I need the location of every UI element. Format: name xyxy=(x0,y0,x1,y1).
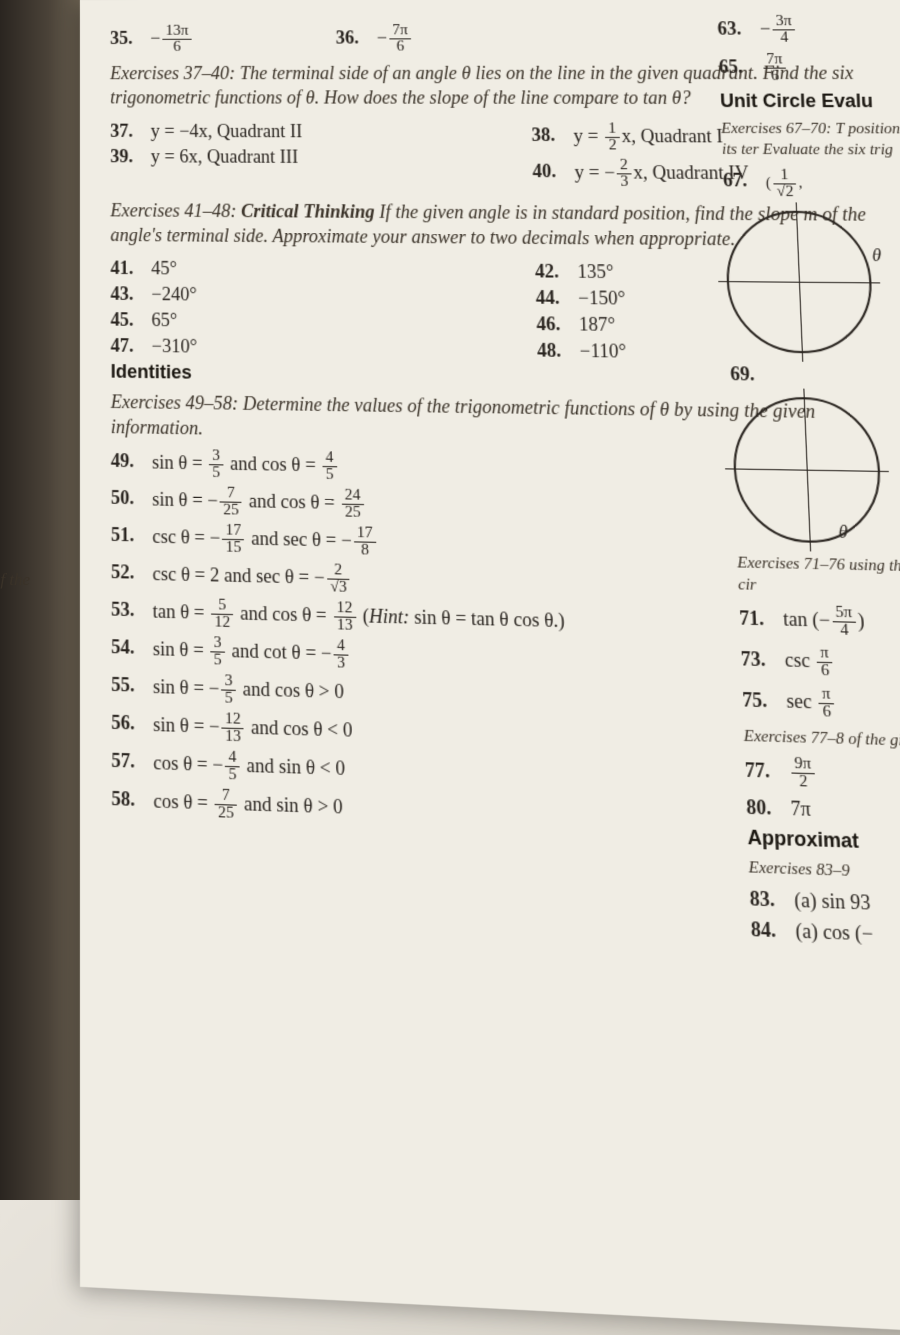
p39-num: 39. xyxy=(110,146,142,167)
p56-num: 56. xyxy=(111,712,145,736)
p54: sin θ = 35 and cot θ = −43 xyxy=(153,633,351,671)
p58-num: 58. xyxy=(111,788,145,812)
p47: −310° xyxy=(151,336,197,358)
p63-num: 63. xyxy=(717,18,752,40)
p71: tan (−5π4) xyxy=(783,604,866,640)
p41: 45° xyxy=(151,258,177,280)
ex67-intro: Exercises 67–70: T position with its ter… xyxy=(721,118,900,161)
p53-num: 53. xyxy=(111,599,144,622)
p43: −240° xyxy=(151,284,197,306)
p75-num: 75. xyxy=(742,688,778,712)
unit-circle-title: Unit Circle Evalu xyxy=(720,90,900,112)
p71-num: 71. xyxy=(739,607,775,631)
p57: cos θ = −45 and sin θ < 0 xyxy=(153,747,345,787)
problem-35: −13π6 xyxy=(150,24,193,55)
p52-num: 52. xyxy=(111,561,144,584)
p73-num: 73. xyxy=(740,647,776,671)
p73: csc π6 xyxy=(784,644,835,680)
p67-coord: (1√2, xyxy=(765,167,803,200)
p84-num: 84. xyxy=(750,917,787,942)
textbook-page: 35. −13π6 36. −7π6 Exercises 37–40: The … xyxy=(80,0,900,1335)
p77-num: 77. xyxy=(745,759,781,784)
p75: sec π6 xyxy=(786,685,837,721)
p57-num: 57. xyxy=(111,750,145,774)
p40-num: 40. xyxy=(532,161,566,183)
p43-num: 43. xyxy=(110,283,143,305)
ex83-intro: Exercises 83–9 xyxy=(748,857,900,887)
p67-num: 67. xyxy=(723,170,758,192)
p44-num: 44. xyxy=(536,287,570,309)
p42-num: 42. xyxy=(535,261,569,283)
p45: 65° xyxy=(151,310,177,332)
p63: −3π4 xyxy=(759,14,798,46)
p46-num: 46. xyxy=(536,313,571,336)
p84: (a) cos (− xyxy=(795,919,874,946)
p49-num: 49. xyxy=(111,450,144,473)
p37: y = −4x, Quadrant II xyxy=(151,120,303,142)
p51-num: 51. xyxy=(111,524,144,547)
p65: 7π6 xyxy=(761,52,789,84)
ex71-intro: Exercises 71–76 using the unit cir xyxy=(737,552,900,601)
p46: 187° xyxy=(579,314,616,337)
p42: 135° xyxy=(577,261,614,283)
unit-circle-67: θ xyxy=(724,210,874,354)
p80-num: 80. xyxy=(746,796,782,821)
p56: sin θ = −1213 and cos θ < 0 xyxy=(153,709,353,748)
p54-num: 54. xyxy=(111,636,144,659)
p38: y = 12x, Quadrant I xyxy=(573,121,723,154)
cutoff-side-text: unctions of the xyxy=(0,570,80,590)
p45-num: 45. xyxy=(111,309,144,331)
p51: csc θ = −1715 and sec θ = −178 xyxy=(152,521,378,559)
p80: 7π xyxy=(790,797,811,821)
p83: (a) sin 93 xyxy=(794,888,871,915)
ex77-intro: Exercises 77–8 of the given nu xyxy=(743,725,900,754)
problem-36: −7π6 xyxy=(377,23,414,55)
p44: −150° xyxy=(578,287,626,310)
p41-num: 41. xyxy=(110,258,143,280)
p49: sin θ = 35 and cos θ = 45 xyxy=(152,447,339,483)
p83-num: 83. xyxy=(749,887,786,912)
p52: csc θ = 2 and sec θ = −2√3 xyxy=(152,558,352,596)
problem-35-num: 35. xyxy=(110,27,142,48)
p55-num: 55. xyxy=(111,674,144,698)
p69-num: 69. xyxy=(730,363,765,386)
approx-title: Approximat xyxy=(747,826,900,857)
p38-num: 38. xyxy=(531,125,565,147)
p50: sin θ = −725 and cos θ = 2425 xyxy=(152,484,366,521)
p47-num: 47. xyxy=(111,335,144,357)
p58: cos θ = 725 and sin θ > 0 xyxy=(153,785,343,825)
p50-num: 50. xyxy=(111,487,144,510)
p53: tan θ = 512 and cos θ = 1213 (Hint: sin … xyxy=(153,596,566,639)
p55: sin θ = −35 and cos θ > 0 xyxy=(153,671,344,710)
p48: −110° xyxy=(579,340,626,363)
p37-num: 37. xyxy=(110,120,142,141)
p65-num: 65. xyxy=(718,56,753,78)
unit-circle-69: θ xyxy=(731,396,883,544)
p48-num: 48. xyxy=(537,340,572,363)
p39: y = 6x, Quadrant III xyxy=(151,146,299,168)
problem-36-num: 36. xyxy=(336,27,369,48)
p77: 9π2 xyxy=(789,756,818,792)
